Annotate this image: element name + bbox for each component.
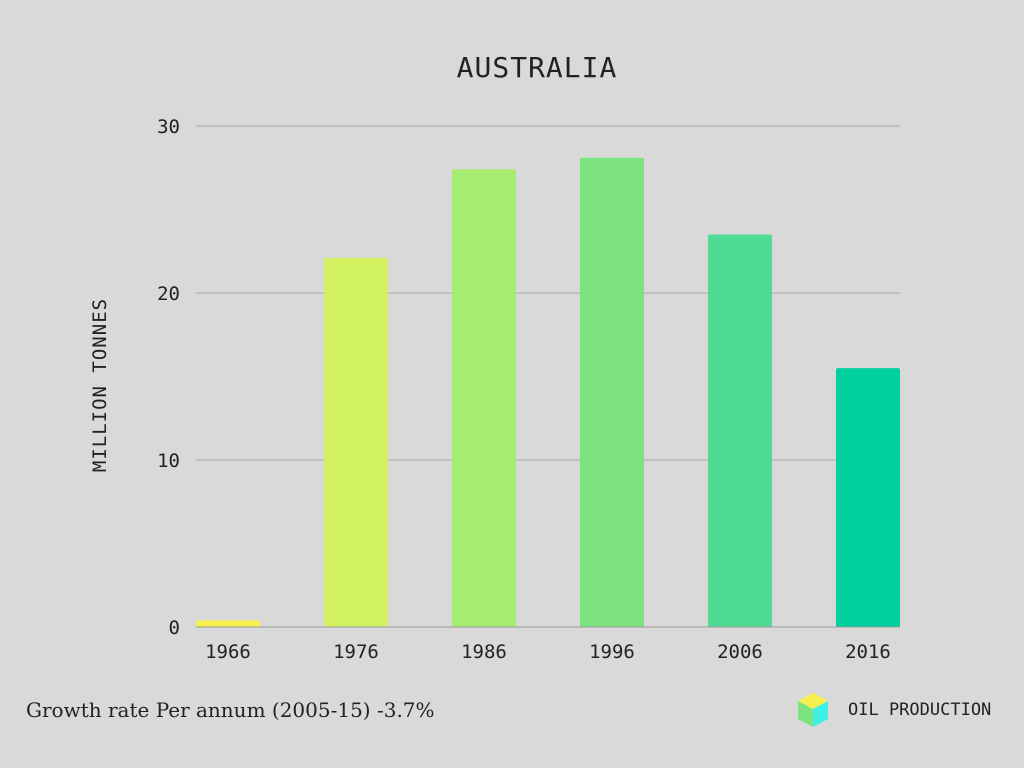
legend: OIL PRODUCTION (796, 690, 991, 730)
cube-left-face (798, 701, 813, 727)
x-axis-ticks: 1966 1976 1986 1996 2006 2016 (205, 641, 891, 663)
cube-right-face (813, 701, 828, 727)
bar-2006 (708, 234, 772, 628)
x-tick-label: 2016 (845, 641, 891, 663)
chart-title: AUSTRALIA (457, 51, 618, 84)
bar-1996 (580, 157, 644, 628)
cube-icon (798, 693, 828, 727)
x-tick-label: 1966 (205, 641, 251, 663)
bars (196, 157, 900, 628)
y-tick-label: 0 (169, 617, 180, 639)
legend-label: OIL PRODUCTION (848, 700, 992, 720)
x-tick-label: 1986 (461, 641, 507, 663)
x-tick-label: 1996 (589, 641, 635, 663)
y-tick-label: 30 (157, 116, 180, 138)
y-tick-label: 10 (157, 450, 180, 472)
growth-rate-text: Growth rate Per annum (2005-15) -3.7% (26, 698, 435, 722)
y-axis-label: MILLION TONNES (89, 298, 111, 472)
bar-2016 (836, 368, 900, 627)
bar-1986 (452, 169, 516, 628)
x-tick-label: 2006 (717, 641, 763, 663)
x-tick-label: 1976 (333, 641, 379, 663)
bar-1976 (324, 257, 388, 627)
bar-1966 (196, 620, 260, 627)
gridlines (196, 125, 900, 461)
y-tick-label: 20 (157, 283, 180, 305)
y-axis-ticks: 0 10 20 30 (157, 116, 180, 639)
